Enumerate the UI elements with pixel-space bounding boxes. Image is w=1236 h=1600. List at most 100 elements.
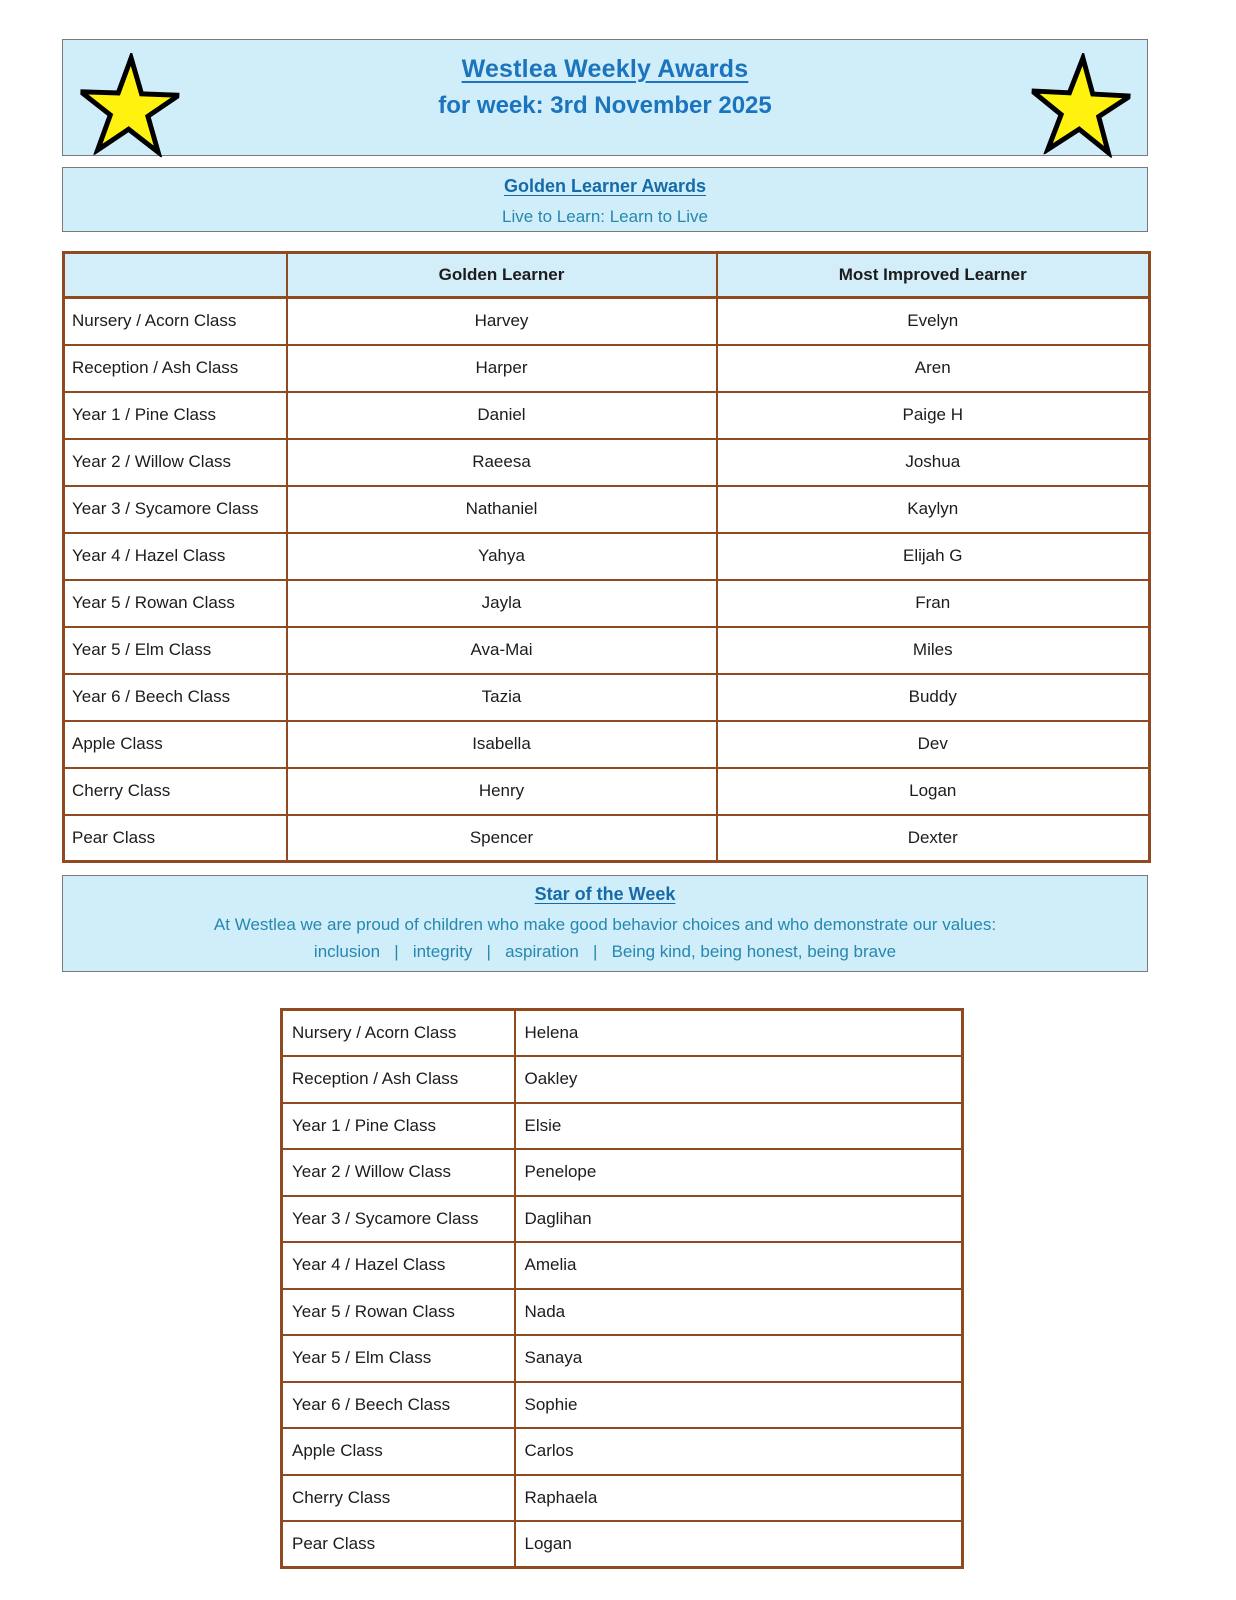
school-motto: Live to Learn: Learn to Live (501, 207, 709, 226)
class-cell: Year 6 / Beech Class (280, 1380, 516, 1429)
most-improved-cell: Kaylyn (715, 484, 1151, 534)
golden-learner-cell: Henry (285, 766, 718, 816)
class-cell: Year 4 / Hazel Class (280, 1241, 516, 1290)
golden-learner-cell: Ava-Mai (285, 625, 718, 675)
golden-learner-cell: Harvey (285, 296, 718, 346)
most-improved-cell: Evelyn (715, 296, 1151, 346)
table-row: Year 3 / Sycamore Class Nathaniel Kaylyn (62, 484, 1151, 534)
golden-learner-column-header: Golden Learner (285, 251, 718, 299)
class-cell: Cherry Class (62, 766, 288, 816)
table-row: Cherry Class Raphaela (280, 1473, 964, 1522)
student-cell: Sophie (513, 1380, 964, 1429)
table-row: Year 4 / Hazel Class Yahya Elijah G (62, 531, 1151, 581)
most-improved-cell: Logan (715, 766, 1151, 816)
class-cell: Year 3 / Sycamore Class (62, 484, 288, 534)
values-list-text: inclusion | integrity | aspiration | Bei… (313, 942, 897, 961)
values-intro-text: At Westlea we are proud of children who … (213, 915, 997, 934)
awards-table-header-row: Golden Learner Most Improved Learner (62, 251, 1151, 299)
star-table-body: Nursery / Acorn Class Helena Reception / A… (280, 1008, 964, 1569)
golden-learner-cell: Spencer (285, 813, 718, 863)
table-row: Year 3 / Sycamore Class Daglihan (280, 1194, 964, 1243)
student-cell: Oakley (513, 1055, 964, 1104)
golden-learner-cell: Jayla (285, 578, 718, 628)
header-banner: Westlea Weekly Awards for week: 3rd Nove… (62, 39, 1148, 159)
student-cell: Penelope (513, 1148, 964, 1197)
most-improved-cell: Aren (715, 343, 1151, 393)
golden-learner-banner: Golden Learner Awards Live to Learn: Lea… (62, 167, 1148, 232)
table-row: Apple Class Isabella Dev (62, 719, 1151, 769)
most-improved-cell: Buddy (715, 672, 1151, 722)
table-row: Pear Class Spencer Dexter (62, 813, 1151, 863)
class-column-header (62, 251, 288, 299)
class-cell: Year 4 / Hazel Class (62, 531, 288, 581)
class-cell: Year 5 / Rowan Class (280, 1287, 516, 1336)
class-cell: Apple Class (62, 719, 288, 769)
table-row: Year 5 / Rowan Class Jayla Fran (62, 578, 1151, 628)
star-of-the-week-heading: Star of the Week (534, 884, 676, 904)
table-row: Year 6 / Beech Class Sophie (280, 1380, 964, 1429)
golden-learner-cell: Daniel (285, 390, 718, 440)
student-cell: Sanaya (513, 1334, 964, 1383)
golden-learner-cell: Harper (285, 343, 718, 393)
table-row: Reception / Ash Class Harper Aren (62, 343, 1151, 393)
class-cell: Nursery / Acorn Class (62, 296, 288, 346)
table-row: Year 5 / Elm Class Sanaya (280, 1334, 964, 1383)
star-icon (1028, 50, 1133, 159)
most-improved-column-header: Most Improved Learner (715, 251, 1151, 299)
class-cell: Year 1 / Pine Class (62, 390, 288, 440)
golden-learner-cell: Isabella (285, 719, 718, 769)
most-improved-cell: Joshua (715, 437, 1151, 487)
golden-learner-heading: Golden Learner Awards (503, 176, 707, 196)
student-cell: Elsie (513, 1101, 964, 1150)
table-row: Reception / Ash Class Oakley (280, 1055, 964, 1104)
class-cell: Cherry Class (280, 1473, 516, 1522)
most-improved-cell: Elijah G (715, 531, 1151, 581)
star-of-the-week-table: Nursery / Acorn Class Helena Reception / A… (280, 1008, 964, 1569)
awards-table: Golden Learner Most Improved Learner Nur… (62, 251, 1151, 863)
class-cell: Year 5 / Rowan Class (62, 578, 288, 628)
class-cell: Year 2 / Willow Class (62, 437, 288, 487)
class-cell: Year 6 / Beech Class (62, 672, 288, 722)
class-cell: Reception / Ash Class (62, 343, 288, 393)
student-cell: Logan (513, 1520, 964, 1569)
star-icon (78, 51, 181, 158)
table-row: Year 5 / Rowan Class Nada (280, 1287, 964, 1336)
page-title: Westlea Weekly Awards (461, 55, 749, 83)
most-improved-cell: Paige H (715, 390, 1151, 440)
most-improved-cell: Fran (715, 578, 1151, 628)
student-cell: Nada (513, 1287, 964, 1336)
table-row: Nursery / Acorn Class Helena (280, 1008, 964, 1057)
student-cell: Raphaela (513, 1473, 964, 1522)
awards-table-body: Nursery / Acorn Class Harvey Evelyn Recepti… (62, 296, 1151, 863)
golden-learner-cell: Raeesa (285, 437, 718, 487)
class-cell: Year 3 / Sycamore Class (280, 1194, 516, 1243)
table-row: Year 6 / Beech Class Tazia Buddy (62, 672, 1151, 722)
table-row: Cherry Class Henry Logan (62, 766, 1151, 816)
student-cell: Daglihan (513, 1194, 964, 1243)
class-cell: Year 1 / Pine Class (280, 1101, 516, 1150)
class-cell: Reception / Ash Class (280, 1055, 516, 1104)
class-cell: Pear Class (280, 1520, 516, 1569)
student-cell: Carlos (513, 1427, 964, 1476)
week-subtitle: for week: 3rd November 2025 (438, 92, 772, 119)
student-cell: Amelia (513, 1241, 964, 1290)
golden-learner-cell: Tazia (285, 672, 718, 722)
golden-learner-cell: Yahya (285, 531, 718, 581)
table-row: Year 1 / Pine Class Elsie (280, 1101, 964, 1150)
table-row: Year 2 / Willow Class Penelope (280, 1148, 964, 1197)
table-row: Year 5 / Elm Class Ava-Mai Miles (62, 625, 1151, 675)
table-row: Nursery / Acorn Class Harvey Evelyn (62, 296, 1151, 346)
class-cell: Nursery / Acorn Class (280, 1008, 516, 1057)
most-improved-cell: Dexter (715, 813, 1151, 863)
most-improved-cell: Miles (715, 625, 1151, 675)
table-row: Pear Class Logan (280, 1520, 964, 1569)
table-row: Year 1 / Pine Class Daniel Paige H (62, 390, 1151, 440)
class-cell: Year 5 / Elm Class (62, 625, 288, 675)
table-row: Year 2 / Willow Class Raeesa Joshua (62, 437, 1151, 487)
most-improved-cell: Dev (715, 719, 1151, 769)
table-row: Apple Class Carlos (280, 1427, 964, 1476)
star-of-the-week-banner: Star of the Week At Westlea we are proud… (62, 875, 1148, 972)
golden-learner-cell: Nathaniel (285, 484, 718, 534)
table-row: Year 4 / Hazel Class Amelia (280, 1241, 964, 1290)
